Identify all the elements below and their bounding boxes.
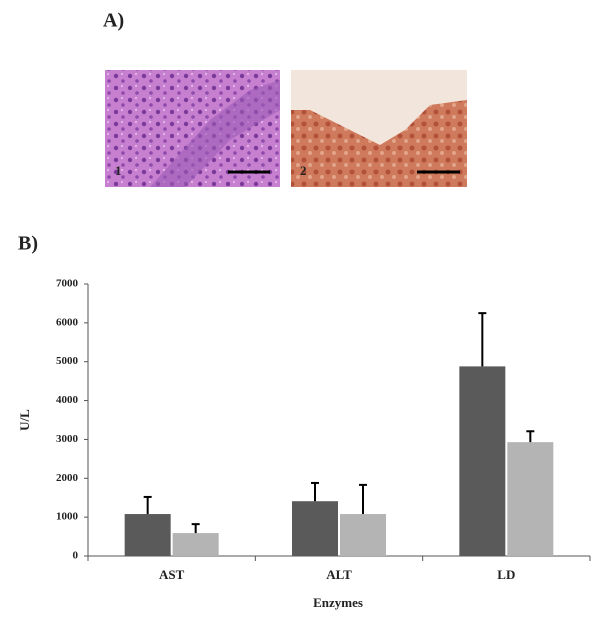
x-tick-label: ALT [326, 567, 352, 582]
y-axis-label: U/L [17, 409, 32, 431]
y-tick-label: 7000 [56, 278, 79, 290]
y-tick-label: 5000 [56, 355, 79, 367]
bar [459, 366, 506, 556]
bar [340, 514, 386, 556]
y-tick-label: 3000 [56, 433, 79, 445]
bar [172, 533, 219, 556]
image-label: 2 [300, 163, 307, 178]
micrograph: 1 [105, 70, 280, 187]
bar [507, 442, 554, 556]
y-tick-label: 1000 [56, 511, 79, 523]
panel-label: B) [18, 233, 38, 255]
x-tick-label: LD [497, 567, 515, 582]
bar [292, 501, 338, 556]
y-tick-label: 2000 [56, 472, 79, 484]
micrograph: 2 [291, 70, 467, 187]
x-tick-label: AST [159, 567, 185, 582]
image-label: 1 [115, 163, 122, 178]
bar [124, 514, 171, 556]
y-tick-label: 0 [73, 550, 79, 562]
y-tick-label: 6000 [56, 316, 79, 328]
x-axis-label: Enzymes [313, 595, 363, 610]
y-tick-label: 4000 [56, 394, 79, 406]
panel-label: A) [103, 10, 124, 32]
